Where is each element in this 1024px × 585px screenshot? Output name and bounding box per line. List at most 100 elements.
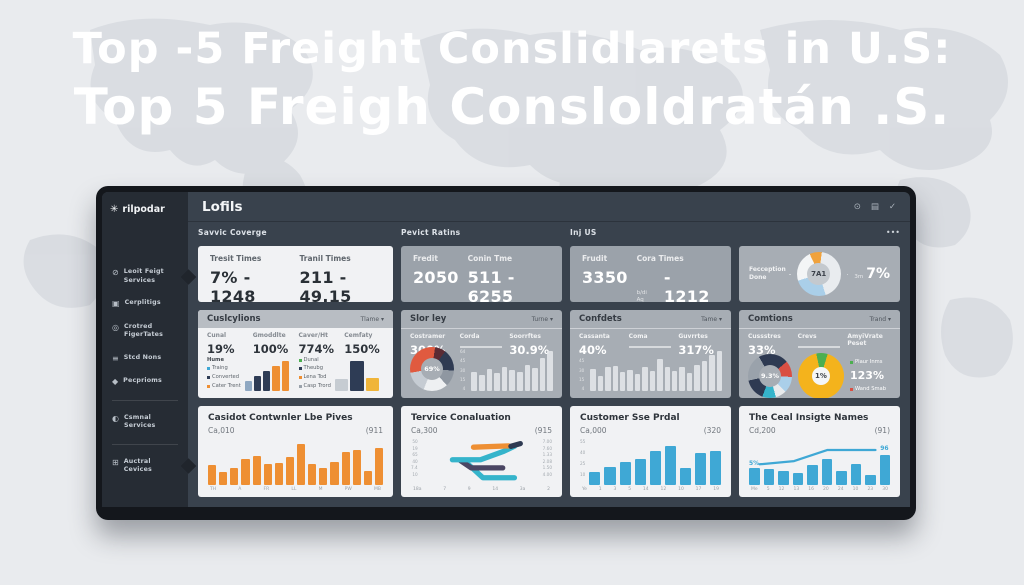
- stat-label: Costramer: [410, 333, 446, 340]
- page-title: Lofils: [202, 198, 243, 215]
- comtions-legend: Plaur Inms 123% Wand Smab: [850, 358, 891, 394]
- card-menu-button[interactable]: Tlame ▾: [360, 315, 384, 323]
- stat-value: 774%: [298, 342, 335, 356]
- sidebar-item-label: Leoit Feigt Services: [123, 268, 164, 284]
- chevron-down-icon: ▾: [718, 315, 722, 323]
- insigte-bar-chart: [749, 439, 890, 485]
- clock-icon: ⊘: [112, 268, 119, 277]
- card-menu-button[interactable]: Turne ▾: [531, 315, 553, 323]
- x-axis-labels: Me 5 12 13 16 20 24 10 23 30: [751, 487, 888, 492]
- sidebar-item-cerplitigs[interactable]: ▣ Cerplitigs: [102, 292, 188, 316]
- stat-label: Caver/Ht: [298, 332, 328, 339]
- card-frudit: Frudit 3350 Cora Times b/di Aq__ - 1212: [570, 246, 731, 302]
- stat-label: Cunal: [207, 332, 227, 339]
- insigte-trend-line: [749, 439, 890, 485]
- comtions-donut-chart-2: 1%: [798, 353, 844, 398]
- donut-center-value: 7A1: [807, 262, 831, 286]
- comtions-donut-chart-1: 9.3%: [748, 354, 792, 398]
- recognition-donut-chart: 7A1: [796, 252, 841, 296]
- stat-label: Coma: [628, 333, 648, 340]
- card-menu-button[interactable]: Tame ▾: [701, 315, 722, 323]
- card-insigte: The Ceal Insigte Names Cd,200 (91) 5% 96…: [739, 406, 900, 497]
- sidebar-item-leoit-feigt-services[interactable]: ⊘ Leoit Feigt Services: [102, 261, 197, 292]
- card-subvalue-left: Ca,000: [580, 426, 607, 435]
- card-slorley: Slor ley Turne ▾ Costramer300% Corda Soo…: [401, 310, 562, 398]
- card-menu-button[interactable]: Trand ▾: [869, 315, 891, 323]
- sidebar-item-pecprioms[interactable]: ◆ Pecprioms: [102, 370, 188, 394]
- sidebar-item-label: Csmnal Services: [123, 413, 156, 430]
- title-line-1: Top -5 Freight Conslidlarets in U.S:: [72, 24, 952, 74]
- sidebar-item-label: Auctral Cevices: [123, 457, 153, 474]
- card-casidot: Casidot Contwnler Lbe Pives Ca,010 (911 …: [198, 406, 393, 497]
- sidebar-item-label: Stcd Nons: [123, 353, 162, 361]
- notification-icon[interactable]: ⊙: [853, 201, 861, 212]
- stat-label: Cussstres: [748, 333, 781, 340]
- card-confdets: Confdets Tame ▾ Cassanta 40% Coma Guvrrte…: [570, 310, 731, 398]
- x-axis-labels: Ye 1 3 5 14 12 10 17 19: [582, 487, 719, 492]
- stat-value: - 1212: [663, 268, 710, 302]
- stat-value: 150%: [344, 342, 380, 356]
- card-title: Slor ley: [410, 314, 447, 324]
- section-label-bar: Savvic Coverge Pevict Ratins Inj US •••: [188, 222, 910, 242]
- stat-value: 33%: [748, 343, 776, 357]
- customer-bar-chart: [589, 439, 722, 485]
- card-subvalue-left: Cd,200: [749, 426, 776, 435]
- stat-value: 100%: [252, 342, 289, 356]
- dashboard-panel: ✳ rilpodar ⊘ Leoit Feigt Services ▣ Cerp…: [96, 186, 916, 520]
- card-subvalue-left: Ca,010: [208, 426, 235, 435]
- building-icon: ▣: [112, 299, 120, 308]
- sidebar-item-csmnal-services[interactable]: ◐ Csmnal Services: [102, 407, 188, 438]
- stat-value: 511 - 6255: [467, 268, 515, 302]
- sidebar-divider: [112, 443, 178, 445]
- stat-value: 40%: [579, 343, 607, 357]
- card-subvalue-right: (320: [703, 426, 721, 435]
- donut-center-value: 69%: [420, 357, 444, 381]
- card-subvalue-right: (915: [534, 426, 552, 435]
- stat-sub-note: b/di Aq__: [636, 289, 650, 302]
- sidebar-item-stcd-nons[interactable]: ≡ Stcd Nons: [102, 347, 188, 371]
- comment-icon[interactable]: ▤: [870, 201, 879, 212]
- line-end-label: 96: [880, 445, 889, 453]
- casidot-bar-chart: [208, 439, 383, 485]
- tervice-line-chart: [422, 439, 539, 485]
- stat-value: 2050: [413, 268, 459, 287]
- side-small-label: 3m: [854, 274, 864, 280]
- mini-bar-chart-right: [334, 359, 379, 391]
- diamond-icon: ◆: [112, 377, 119, 387]
- chevron-down-icon: ▾: [380, 315, 384, 323]
- globe-icon: ◎: [112, 322, 119, 332]
- stat-label: Guvrrtes: [678, 333, 708, 340]
- card-title: Comtions: [748, 314, 793, 324]
- donut-center-value: 1%: [811, 366, 831, 386]
- ghost-title: Top -5 Freight Conslidlarets in U.S: Top…: [0, 24, 1024, 136]
- connector-line: [789, 273, 791, 275]
- y-axis-labels: 64 45 30 15 4: [579, 349, 585, 391]
- card-subvalue-right: (911: [365, 426, 383, 435]
- check-icon[interactable]: ✓: [888, 201, 896, 212]
- y-axis-labels: 55 40 25 10: [580, 439, 586, 477]
- stat-label: Cemfaty: [344, 332, 373, 339]
- top-bar: Lofils ⊙ ▤ ✓: [188, 192, 910, 222]
- faint-progress-line: [628, 346, 671, 348]
- chevron-down-icon: ▾: [549, 315, 553, 323]
- card-title: Cuslcylions: [207, 314, 261, 324]
- stat-label: Frudit: [582, 254, 608, 263]
- sidebar-item-auctral-cevices[interactable]: ⊞ Auctral Cevices: [102, 451, 197, 482]
- stat-value: 317%: [678, 343, 714, 357]
- list-icon: ≡: [112, 353, 119, 363]
- card-transit-times: Tresit Times 7% - 1248 Tranil Times 211 …: [198, 246, 393, 302]
- card-title: Casidot Contwnler Lbe Pives: [208, 413, 353, 423]
- app-logo[interactable]: ✳ rilpodar: [102, 200, 188, 227]
- card-title: Confdets: [579, 314, 622, 324]
- faint-progress-line: [797, 346, 840, 348]
- card-tervice: Tervice Conaluation Ca,300 (915 50 19 65 40…: [401, 406, 562, 497]
- logo-text: rilpodar: [122, 204, 165, 215]
- title-line-2: Top 5 Freigh Consloldratán .S.: [73, 78, 951, 136]
- sidebar-item-crotred-figertates[interactable]: ◎ Crotred FigerTates: [102, 316, 188, 347]
- card-customer: Customer Sse Prdal Ca,000 (320 55 40 25 10 …: [570, 406, 731, 497]
- donut-label: Fecception Done: [749, 265, 786, 281]
- stat-label: Soorrftes: [509, 333, 541, 340]
- chevron-down-icon: ▾: [887, 315, 891, 323]
- overflow-menu-icon[interactable]: •••: [885, 227, 900, 237]
- insigte-combo-chart: 5% 96: [749, 439, 890, 485]
